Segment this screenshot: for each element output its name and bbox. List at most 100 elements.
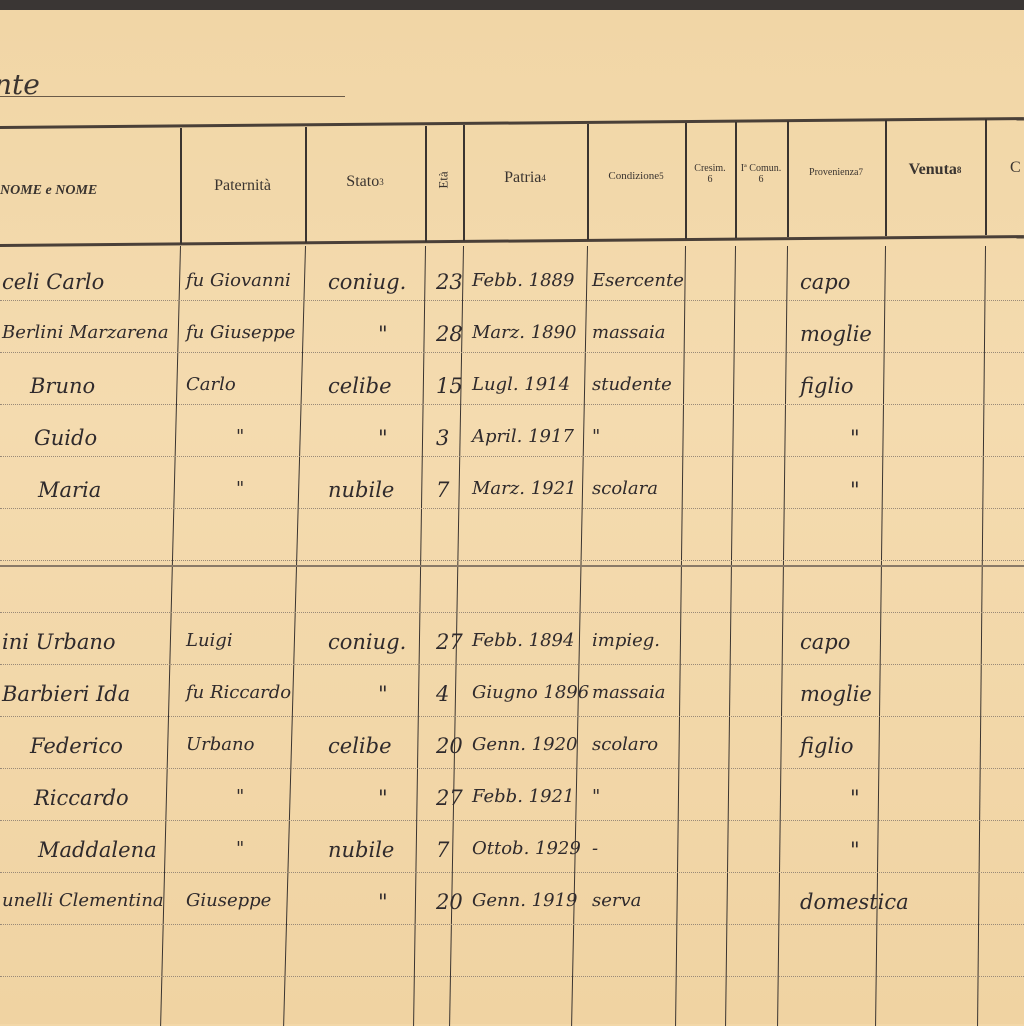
header-patria: Patria 4 [463, 122, 587, 234]
table-row: Maddalena " nubile 7 Ottob. 1929- " [0, 838, 1024, 888]
cell-name: Barbieri Ida [2, 682, 131, 706]
cell-condizione: impieg. [592, 630, 661, 651]
scan-edge [0, 0, 1024, 10]
cell-stato: " [378, 322, 388, 346]
cell-stato: celibe [328, 374, 392, 398]
column-divider [463, 125, 465, 241]
cell-paternita: Carlo [186, 374, 236, 395]
header-note: 6 [707, 174, 713, 185]
column-divider [587, 124, 589, 240]
cell-paternita: fu Riccardo [186, 682, 292, 703]
header-note: 7 [858, 167, 863, 177]
header-note: 3 [379, 177, 384, 187]
cell-eta: 28 [436, 322, 463, 346]
cell-patria: Genn. 1920 [472, 734, 578, 755]
cell-paternita: fu Giuseppe [186, 322, 296, 343]
ruled-line [0, 352, 1024, 353]
cell-provenienza: figlio [800, 374, 854, 398]
table-row: Berlini Marzarena fu Giuseppe " 28 Marz. 189… [0, 322, 1024, 372]
cell-paternita: fu Giovanni [186, 270, 291, 291]
column-divider [180, 128, 182, 244]
cell-paternita: Giuseppe [186, 890, 272, 911]
column-divider [735, 122, 737, 238]
cell-paternita: Urbano [186, 734, 255, 755]
ruled-line [0, 872, 1024, 873]
header-venuta: Venuta 8 [885, 114, 985, 226]
page-heading: nte [0, 68, 40, 101]
cell-patria: Giugno 1896 [472, 682, 590, 703]
column-divider [985, 119, 987, 235]
cell-condizione: massaia [592, 682, 666, 703]
cell-eta: 7 [436, 838, 450, 862]
header-note: 6 [758, 174, 764, 185]
cell-stato: " [378, 890, 388, 914]
cell-eta: 15 [436, 374, 463, 398]
header-note: 5 [659, 171, 664, 181]
header-provenienza: Provenienza 7 [787, 116, 885, 228]
cell-patria: Genn. 1919 [472, 890, 578, 911]
cell-name: Federico [30, 734, 123, 758]
header-label: Cresim. [694, 163, 726, 174]
cell-condizione: - [592, 838, 599, 859]
cell-condizione: Esercente [592, 270, 684, 291]
cell-paternita: Luigi [186, 630, 233, 651]
cell-provenienza: " [850, 478, 860, 502]
cell-name: ini Urbano [2, 630, 116, 654]
cell-provenienza: capo [800, 630, 851, 654]
ruled-line [0, 560, 1024, 561]
cell-condizione: studente [592, 374, 672, 395]
table-row: Barbieri Ida fu Riccardo " 4 Giugno 1896 mass… [0, 682, 1024, 732]
table-row: Federico Urbano celibe 20 Genn. 1920 scolaro f… [0, 734, 1024, 784]
header-note: 8 [956, 165, 962, 175]
column-divider [425, 126, 427, 242]
cell-eta: 4 [436, 682, 450, 706]
table-row: Maria " nubile 7 Marz. 1921 scolara " [0, 478, 1024, 528]
cell-patria: Febb. 1894 [472, 630, 575, 651]
column-divider [885, 120, 887, 236]
ruled-line [0, 300, 1024, 301]
header-c: C [1010, 112, 1024, 224]
cell-patria: Marz. 1921 [472, 478, 577, 499]
header-label: Paternità [214, 177, 271, 194]
column-divider [685, 123, 687, 239]
ruled-line [0, 924, 1024, 925]
ruled-line [0, 768, 1024, 769]
ruled-line [0, 976, 1024, 977]
ruled-line [0, 404, 1024, 405]
header-label: C [1010, 159, 1021, 176]
cell-patria: Febb. 1921 [472, 786, 575, 807]
cell-condizione: scolara [592, 478, 658, 499]
header-eta: Età [425, 124, 463, 236]
cell-eta: 27 [436, 630, 463, 654]
cell-provenienza: capo [800, 270, 851, 294]
header-note: 4 [541, 173, 546, 183]
ruled-line [0, 612, 1024, 613]
cell-condizione: " [592, 786, 601, 807]
cell-name: Riccardo [34, 786, 129, 810]
cell-paternita: " [236, 478, 245, 499]
heading-underline [0, 96, 345, 97]
cell-eta: 7 [436, 478, 450, 502]
header-condizione: Condizione 5 [587, 120, 685, 232]
table-row: Guido " " 3 April. 1917 " " [0, 426, 1024, 476]
header-label: Condizione [608, 170, 660, 182]
cell-provenienza: moglie [800, 322, 872, 346]
header-label: Patria [504, 169, 542, 186]
cell-patria: Febb. 1889 [472, 270, 575, 291]
ruled-line [0, 664, 1024, 665]
header-paternita: Paternità [180, 130, 305, 242]
cell-patria: April. 1917 [472, 426, 574, 447]
cell-eta: 20 [436, 734, 463, 758]
header-comunione: Iª Comun. 6 [735, 118, 787, 230]
cell-stato: " [378, 426, 388, 450]
register-page [0, 10, 1024, 1024]
cell-patria: Marz. 1890 [472, 322, 577, 343]
header-nome: NOME e NOME [0, 135, 180, 247]
cell-stato: nubile [328, 478, 395, 502]
header-label: Età [435, 171, 451, 189]
header-stato: Stato 3 [305, 126, 425, 238]
header-label: Stato [346, 173, 380, 190]
table-row: Bruno Carlo celibe 15 Lugl. 1914 studente figl… [0, 374, 1024, 424]
cell-stato: coniug. [328, 270, 407, 294]
cell-condizione: serva [592, 890, 642, 911]
